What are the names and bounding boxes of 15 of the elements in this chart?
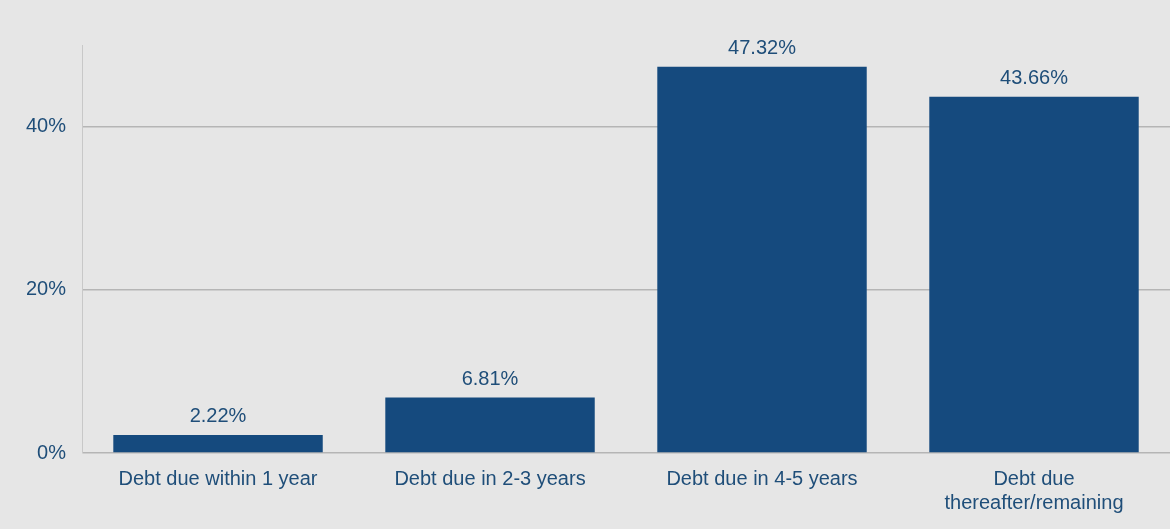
x-tick-label: Debt due in 4-5 years <box>666 466 858 489</box>
bar <box>385 397 595 453</box>
bar <box>657 66 867 453</box>
data-label: 43.66% <box>1000 66 1069 89</box>
data-label: 47.32% <box>728 36 797 59</box>
bar <box>113 434 323 453</box>
x-tick-label: Debt due in 2-3 years <box>394 466 586 489</box>
y-tick-label: 40% <box>26 114 67 137</box>
data-label: 2.22% <box>189 404 247 427</box>
y-tick-label: 0% <box>37 440 67 463</box>
y-tick-label: 20% <box>26 277 67 300</box>
bar <box>929 96 1139 453</box>
data-label: 6.81% <box>461 366 519 389</box>
x-tick-label: Debt due within 1 year <box>118 466 318 489</box>
x-tick-label: Debt due thereafter/remaining <box>944 466 1124 513</box>
